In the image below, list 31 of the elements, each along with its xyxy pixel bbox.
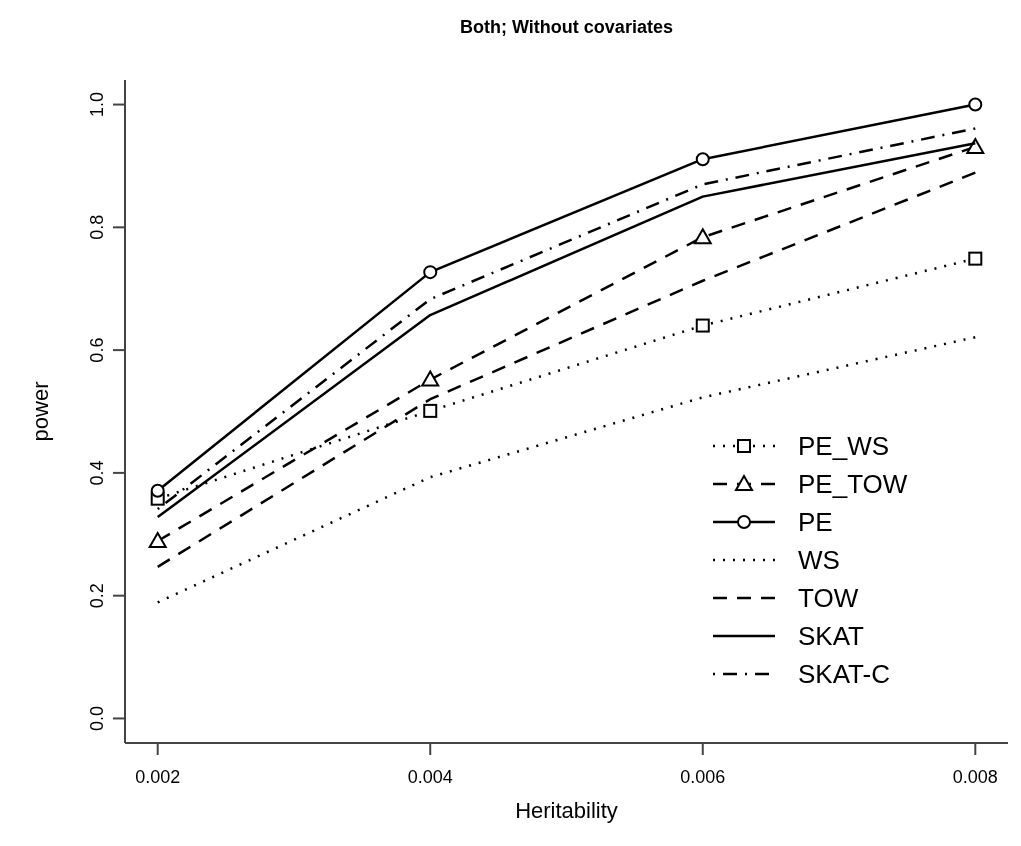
x-tick-label: 0.004 xyxy=(407,767,453,787)
point xyxy=(150,483,165,498)
point xyxy=(693,228,712,245)
legend-label: PE_WS xyxy=(798,431,890,461)
y-tick-label: 0.0 xyxy=(87,705,107,731)
point xyxy=(423,403,438,418)
point xyxy=(695,152,710,167)
legend-label: SKAT-C xyxy=(798,659,890,689)
y-tick-label: 0.4 xyxy=(87,460,107,486)
y-tick-label: 0.8 xyxy=(87,214,107,240)
chart-title: Both; Without covariates xyxy=(460,17,673,37)
x-tick-label: 0.008 xyxy=(952,767,998,787)
y-tick-label: 0.6 xyxy=(87,337,107,363)
point xyxy=(695,318,710,333)
legend-label: WS xyxy=(798,545,840,575)
point xyxy=(421,370,440,387)
legend-label: TOW xyxy=(798,583,859,613)
y-tick-label: 1.0 xyxy=(87,92,107,118)
point xyxy=(423,265,438,280)
x-tick-label: 0.006 xyxy=(680,767,726,787)
point xyxy=(968,97,983,112)
legend-label: SKAT xyxy=(798,621,865,651)
y-axis-title: power xyxy=(28,381,53,442)
legend-label: PE_TOW xyxy=(798,469,908,499)
y-tick-label: 0.2 xyxy=(87,583,107,609)
x-tick-label: 0.002 xyxy=(135,767,181,787)
x-axis-title: Heritability xyxy=(515,798,618,823)
point xyxy=(968,251,983,266)
point xyxy=(966,137,985,154)
legend-label: PE xyxy=(798,507,833,537)
point xyxy=(148,532,167,549)
